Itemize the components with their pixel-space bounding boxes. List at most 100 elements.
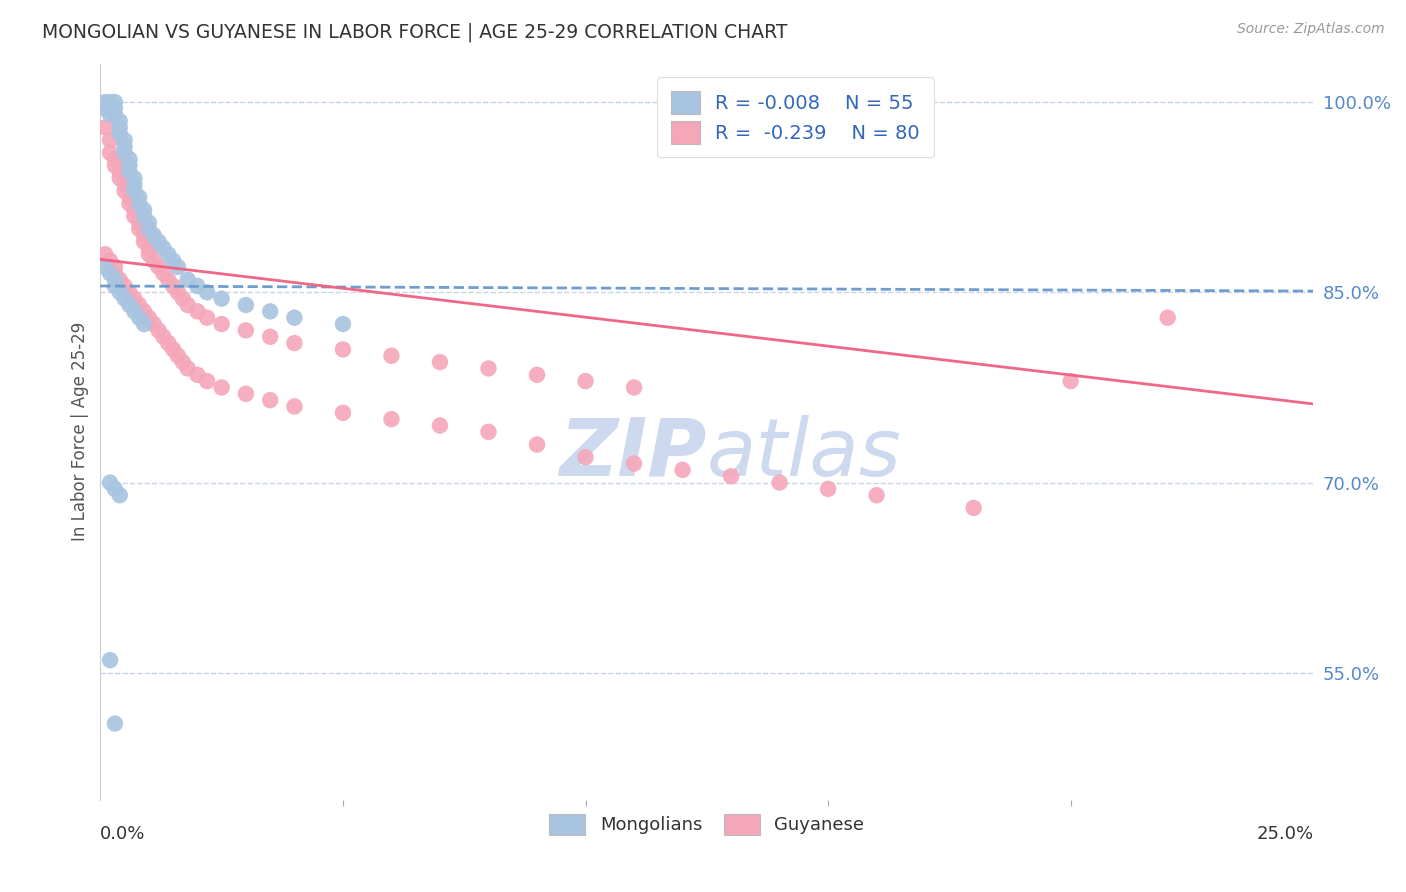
Text: Source: ZipAtlas.com: Source: ZipAtlas.com xyxy=(1237,22,1385,37)
Point xyxy=(132,209,155,223)
Point xyxy=(157,273,180,287)
Point xyxy=(128,222,150,236)
Point xyxy=(108,165,131,179)
Point xyxy=(94,102,117,116)
Point xyxy=(186,368,208,382)
Point xyxy=(114,145,136,160)
Point xyxy=(104,159,127,173)
Point xyxy=(963,500,986,515)
Point xyxy=(176,361,198,376)
Point xyxy=(152,266,174,280)
Y-axis label: In Labor Force | Age 25-29: In Labor Force | Age 25-29 xyxy=(72,322,89,541)
Point xyxy=(98,253,121,268)
Point xyxy=(118,190,141,204)
Point xyxy=(148,260,170,274)
Point xyxy=(118,285,141,300)
Point xyxy=(132,228,155,243)
Point xyxy=(152,241,174,255)
Point xyxy=(98,145,121,160)
Point xyxy=(118,159,141,173)
Point xyxy=(768,475,790,490)
Point xyxy=(167,260,190,274)
Point xyxy=(118,152,141,166)
Point xyxy=(98,102,121,116)
Point xyxy=(526,368,548,382)
Point xyxy=(574,450,596,465)
Point xyxy=(172,355,194,369)
Point xyxy=(98,475,121,490)
Text: atlas: atlas xyxy=(707,415,901,493)
Point xyxy=(104,102,127,116)
Point xyxy=(211,317,233,331)
Point xyxy=(142,317,165,331)
Point xyxy=(124,209,146,223)
Point xyxy=(132,304,155,318)
Point xyxy=(332,406,354,420)
Point xyxy=(195,374,218,388)
Point xyxy=(235,386,257,401)
Point xyxy=(1060,374,1083,388)
Point xyxy=(176,273,198,287)
Point xyxy=(195,285,218,300)
Point xyxy=(176,298,198,312)
Point xyxy=(211,380,233,394)
Point xyxy=(132,317,155,331)
Point xyxy=(104,108,127,122)
Point xyxy=(157,336,180,351)
Point xyxy=(108,171,131,186)
Point xyxy=(108,120,131,135)
Point xyxy=(167,285,190,300)
Point xyxy=(124,171,146,186)
Point xyxy=(124,178,146,192)
Point xyxy=(574,374,596,388)
Point xyxy=(118,165,141,179)
Point xyxy=(118,196,141,211)
Point xyxy=(104,482,127,496)
Text: MONGOLIAN VS GUYANESE IN LABOR FORCE | AGE 25-29 CORRELATION CHART: MONGOLIAN VS GUYANESE IN LABOR FORCE | A… xyxy=(42,22,787,42)
Point xyxy=(104,716,127,731)
Point xyxy=(235,323,257,337)
Point xyxy=(380,412,402,426)
Point xyxy=(114,292,136,306)
Point xyxy=(98,133,121,147)
Point xyxy=(148,323,170,337)
Text: ZIP: ZIP xyxy=(560,415,707,493)
Point xyxy=(148,235,170,249)
Point xyxy=(124,202,146,217)
Point xyxy=(128,310,150,325)
Point xyxy=(108,127,131,141)
Point xyxy=(138,222,160,236)
Point xyxy=(104,152,127,166)
Point xyxy=(94,95,117,109)
Point xyxy=(128,216,150,230)
Point xyxy=(283,400,305,414)
Point xyxy=(623,457,645,471)
Point xyxy=(94,247,117,261)
Point xyxy=(623,380,645,394)
Text: 25.0%: 25.0% xyxy=(1256,825,1313,843)
Point xyxy=(259,330,281,344)
Point xyxy=(114,139,136,153)
Point xyxy=(211,292,233,306)
Point xyxy=(104,273,127,287)
Point xyxy=(142,253,165,268)
Point xyxy=(259,393,281,408)
Legend: Mongolians, Guyanese: Mongolians, Guyanese xyxy=(543,806,872,842)
Point xyxy=(138,310,160,325)
Point xyxy=(332,317,354,331)
Point xyxy=(98,653,121,667)
Point xyxy=(720,469,742,483)
Point xyxy=(380,349,402,363)
Point xyxy=(283,310,305,325)
Point xyxy=(114,133,136,147)
Point xyxy=(108,488,131,502)
Point xyxy=(104,279,127,293)
Point xyxy=(162,279,184,293)
Point xyxy=(124,184,146,198)
Point xyxy=(124,292,146,306)
Point xyxy=(114,178,136,192)
Point xyxy=(138,241,160,255)
Point xyxy=(108,114,131,128)
Point xyxy=(138,247,160,261)
Point xyxy=(235,298,257,312)
